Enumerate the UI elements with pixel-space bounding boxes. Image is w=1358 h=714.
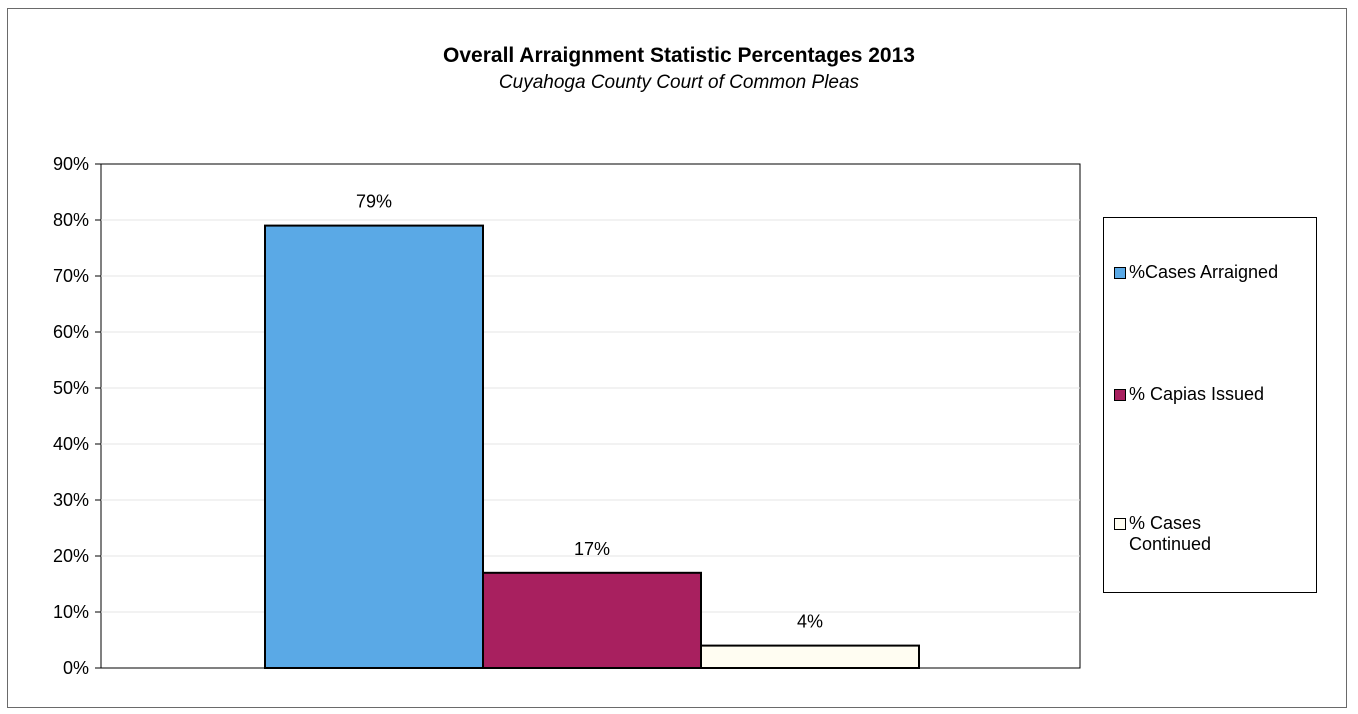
y-tick-label: 10% bbox=[53, 602, 89, 622]
y-tick-label: 50% bbox=[53, 378, 89, 398]
data-label: 4% bbox=[797, 612, 823, 632]
legend-label-cases-continued: % Cases Continued bbox=[1129, 513, 1212, 554]
bar-0 bbox=[264, 224, 484, 669]
bar-2 bbox=[700, 644, 920, 669]
bar-1 bbox=[482, 571, 702, 669]
legend-label-capias-issued: % Capias Issued bbox=[1129, 384, 1265, 404]
chart-subtitle: Cuyahoga County Court of Common Pleas bbox=[498, 72, 860, 93]
legend-swatch-cases-continued bbox=[1114, 518, 1126, 530]
legend-swatch-cases-arraigned bbox=[1114, 267, 1126, 279]
legend-item-cases-arraigned: %Cases Arraigned bbox=[1114, 262, 1309, 283]
data-label: 17% bbox=[574, 539, 610, 559]
data-label: 79% bbox=[356, 192, 392, 212]
legend-label-cases-arraigned: %Cases Arraigned bbox=[1129, 262, 1279, 282]
y-tick-label: 80% bbox=[53, 210, 89, 230]
chart-legend: %Cases Arraigned % Capias Issued % Cases… bbox=[1103, 217, 1317, 593]
y-tick-label: 60% bbox=[53, 322, 89, 342]
legend-item-cases-continued: % Cases Continued bbox=[1114, 513, 1239, 555]
y-tick-label: 70% bbox=[53, 266, 89, 286]
legend-item-capias-issued: % Capias Issued bbox=[1114, 384, 1309, 405]
y-tick-label: 30% bbox=[53, 490, 89, 510]
y-tick-label: 0% bbox=[63, 658, 89, 678]
chart-title: Overall Arraignment Statistic Percentage… bbox=[443, 44, 915, 67]
y-tick-label: 90% bbox=[53, 154, 89, 174]
legend-swatch-capias-issued bbox=[1114, 389, 1126, 401]
y-tick-label: 40% bbox=[53, 434, 89, 454]
y-tick-label: 20% bbox=[53, 546, 89, 566]
